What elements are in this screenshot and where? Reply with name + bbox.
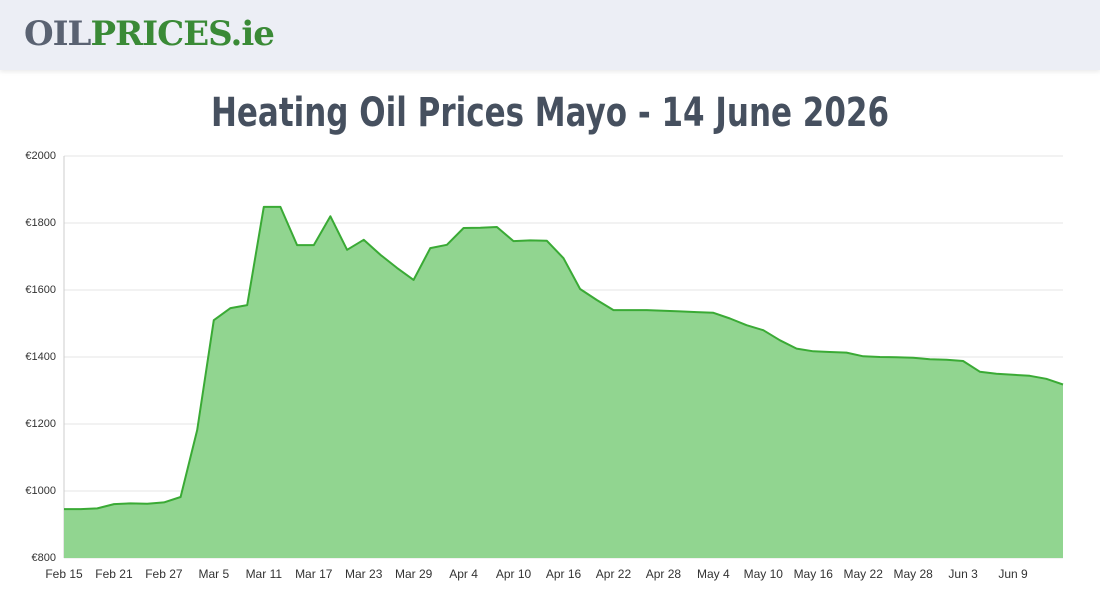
y-tick-label: €1600: [25, 284, 56, 296]
x-tick-label: Mar 17: [295, 567, 333, 581]
y-tick-label: €1200: [25, 418, 56, 430]
logo-text: OIL: [24, 14, 91, 54]
y-tick-label: €800: [32, 552, 56, 564]
x-tick-label: May 16: [794, 567, 834, 581]
header: OILPRICES.ie: [0, 0, 1100, 70]
x-tick-label: Apr 16: [546, 567, 582, 581]
logo[interactable]: OILPRICES.ie: [24, 14, 275, 54]
x-tick-label: Apr 22: [596, 567, 632, 581]
x-tick-label: Apr 10: [496, 567, 532, 581]
x-tick-label: May 10: [744, 567, 784, 581]
x-tick-label: Mar 5: [199, 567, 230, 581]
y-tick-label: €1000: [25, 485, 56, 497]
x-tick-label: Mar 23: [345, 567, 383, 581]
x-tick-label: Apr 4: [449, 567, 478, 581]
chart-title: Heating Oil Prices Mayo - 14 June 2026: [211, 90, 889, 136]
x-tick-label: Jun 9: [998, 567, 1028, 581]
x-tick-label: Feb 27: [145, 567, 183, 581]
x-tick-label: May 28: [893, 567, 933, 581]
x-tick-label: Mar 11: [246, 567, 283, 581]
x-tick-label: May 22: [844, 567, 884, 581]
y-tick-label: €2000: [25, 150, 56, 162]
y-tick-label: €1400: [25, 351, 56, 363]
x-tick-label: Feb 21: [95, 567, 133, 581]
x-tick-label: Feb 15: [45, 567, 83, 581]
area: [64, 206, 1063, 558]
chart: Heating Oil Prices Mayo - 14 June 2026 €…: [25, 90, 1064, 581]
x-tick-label: May 4: [697, 567, 730, 581]
x-tick-label: Jun 3: [948, 567, 978, 581]
y-tick-label: €1800: [25, 217, 56, 229]
x-tick-label: Apr 28: [646, 567, 682, 581]
logo-text: PRICES.ie: [90, 14, 274, 54]
line: [64, 205, 1064, 511]
x-tick-label: Mar 29: [395, 567, 433, 581]
